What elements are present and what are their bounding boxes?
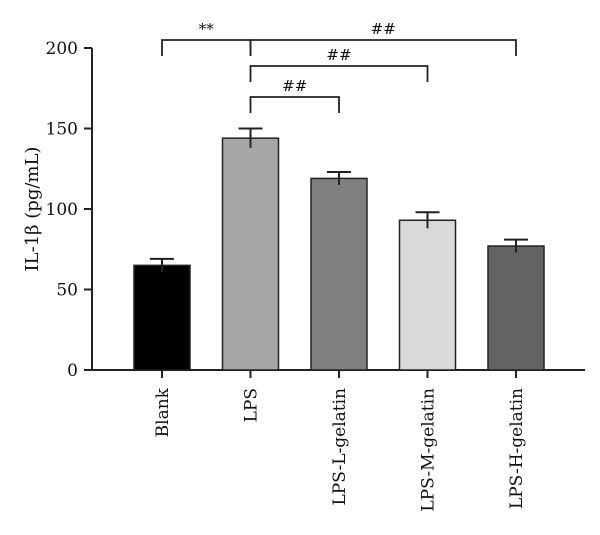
y-tick-label: 50 bbox=[56, 281, 78, 301]
significance-label: ## bbox=[326, 46, 351, 64]
significance-label: ## bbox=[371, 20, 396, 38]
bar-blank bbox=[133, 264, 191, 371]
significance-bracket bbox=[249, 96, 340, 113]
significance-bracket bbox=[161, 39, 252, 56]
y-tick-label: 200 bbox=[46, 39, 78, 59]
bar-lps-h-gelatin bbox=[487, 245, 545, 371]
significance-bracket bbox=[249, 65, 429, 82]
y-tick-label: 150 bbox=[46, 120, 78, 140]
y-tick-label: 0 bbox=[67, 361, 78, 381]
significance-brackets: ** ## ## ## bbox=[161, 20, 517, 113]
significance-bracket bbox=[249, 39, 517, 56]
bar-lps bbox=[221, 137, 280, 371]
bars bbox=[133, 137, 545, 371]
y-axis: 0 50 100 150 200 bbox=[46, 39, 93, 381]
x-tick-label: LPS bbox=[242, 388, 262, 422]
x-tick-label: LPS-L-gelatin bbox=[330, 388, 350, 506]
x-axis: Blank LPS LPS-L-gelatin LPS-M-gelatin LPS-H-… bbox=[92, 369, 585, 512]
error-bars bbox=[150, 127, 528, 272]
bar-lps-l-gelatin bbox=[310, 177, 368, 371]
y-axis-label: IL-1β (pg/mL) bbox=[22, 147, 43, 272]
significance-label: ## bbox=[282, 77, 307, 95]
x-tick-label: Blank bbox=[153, 387, 173, 437]
x-tick-label: LPS-M-gelatin bbox=[419, 388, 439, 512]
x-tick-label: LPS-H-gelatin bbox=[507, 388, 527, 509]
bar-lps-m-gelatin bbox=[398, 219, 457, 371]
significance-label: ** bbox=[199, 20, 215, 38]
y-tick-label: 100 bbox=[46, 200, 78, 220]
